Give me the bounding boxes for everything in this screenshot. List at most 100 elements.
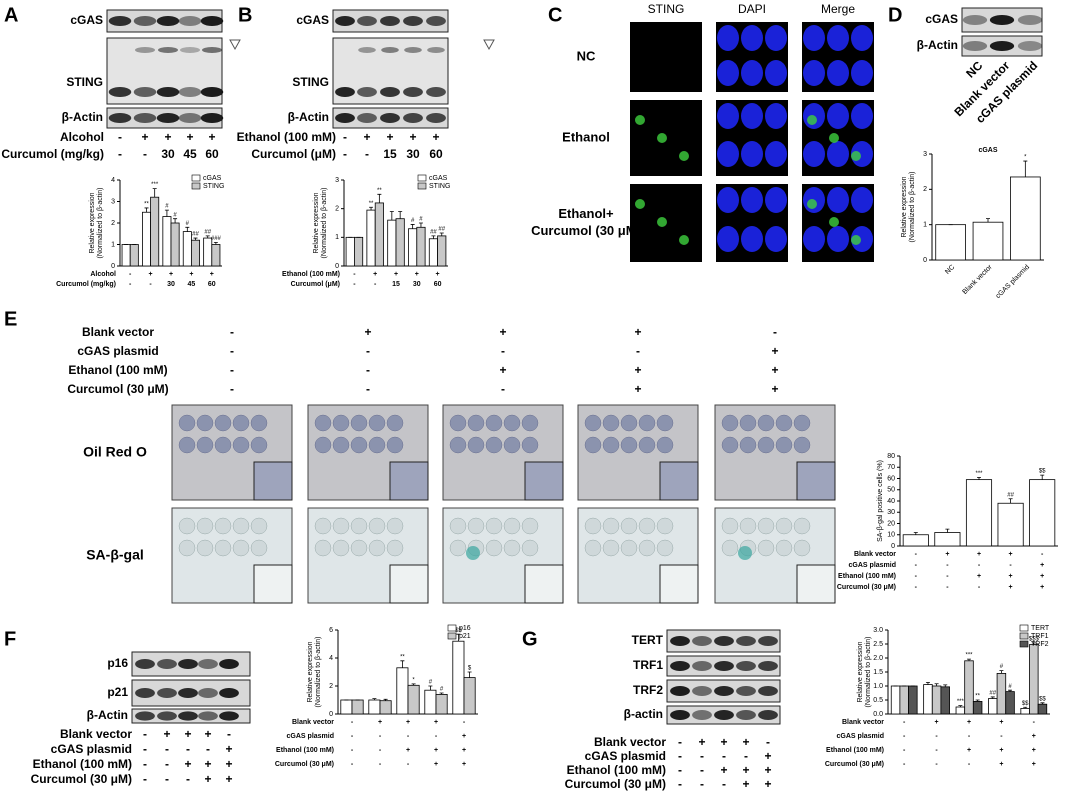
condition-value: -	[230, 363, 234, 377]
condition-value: +	[771, 344, 778, 358]
triangle-marker	[483, 39, 495, 51]
blot-band	[156, 87, 180, 97]
cell	[775, 414, 793, 432]
significance-mark: $$	[1039, 469, 1046, 475]
cell	[196, 436, 214, 454]
condition-value: -	[351, 733, 354, 740]
condition-value: +	[406, 719, 410, 726]
nucleus	[803, 25, 825, 51]
blot-band	[135, 711, 155, 721]
blot-band	[692, 710, 712, 720]
cell	[467, 414, 485, 432]
legend-swatch	[1019, 624, 1029, 632]
sting-spot	[829, 217, 839, 227]
nucleus	[765, 187, 787, 213]
condition-value: -	[343, 130, 347, 144]
cell	[584, 436, 602, 454]
blot-band	[108, 113, 132, 123]
nucleus	[803, 141, 825, 167]
condition-value: 30	[406, 147, 420, 161]
cell	[232, 436, 250, 454]
cell	[250, 436, 268, 454]
condition-value: -	[700, 763, 704, 777]
y-tick-label: 20	[887, 520, 895, 527]
cell	[656, 414, 674, 432]
condition-label: Ethanol (100 mM)	[838, 573, 896, 580]
condition-value: 30	[413, 281, 421, 288]
cell	[793, 414, 811, 432]
error-bar	[439, 232, 444, 236]
sting-spot	[635, 115, 645, 125]
cell	[620, 539, 638, 557]
condition-value: +	[462, 747, 466, 754]
cell	[314, 517, 332, 535]
error-bar	[943, 684, 948, 687]
error-bar	[193, 237, 198, 241]
y-tick-label: 80	[887, 453, 895, 460]
error-bar	[1023, 706, 1028, 709]
condition-label: Curcumol (30 μM)	[275, 761, 334, 768]
condition-value: -	[935, 761, 938, 768]
significance-mark: #	[1008, 684, 1012, 690]
condition-label: cGAS plasmid	[849, 562, 896, 569]
condition-label: cGAS plasmid	[51, 742, 132, 756]
cell	[368, 539, 386, 557]
blot-label: p16	[107, 656, 128, 670]
cell	[620, 517, 638, 535]
condition-value: -	[143, 147, 147, 161]
error-bar	[410, 224, 415, 229]
bar	[1037, 703, 1048, 715]
condition-value: 15	[392, 281, 400, 288]
blot-band	[1017, 41, 1043, 51]
condition-label: cGAS plasmid	[77, 344, 158, 358]
condition-value: -	[766, 735, 770, 749]
condition-value: -	[186, 742, 190, 756]
nucleus	[717, 103, 739, 129]
error-bar	[990, 696, 995, 699]
nucleus	[741, 226, 763, 252]
bar	[890, 685, 901, 715]
column-header: STING	[648, 2, 685, 16]
cell	[757, 517, 775, 535]
cell	[368, 414, 386, 432]
bar	[345, 236, 355, 267]
cell	[638, 539, 656, 557]
bar	[908, 685, 918, 715]
condition-label: Blank vector	[60, 727, 132, 741]
condition-value: 45	[188, 281, 196, 288]
error-bar	[975, 699, 980, 702]
condition-value: +	[208, 130, 215, 144]
condition-value: -	[165, 742, 169, 756]
significance-mark: #	[165, 204, 169, 210]
condition-value: +	[742, 763, 749, 777]
condition-value: -	[1033, 719, 1036, 726]
blot-label: cGAS	[70, 13, 103, 27]
nucleus	[765, 103, 787, 129]
condition-value: +	[999, 719, 1003, 726]
cell	[178, 539, 196, 557]
x-tick-label: cGAS plasmid	[995, 264, 1031, 300]
error-bar	[1040, 702, 1045, 705]
y-tick-label: 2.5	[873, 641, 883, 648]
blot-band	[403, 16, 423, 26]
condition-value: +	[164, 130, 171, 144]
bar	[437, 235, 447, 267]
significance-mark: **	[369, 201, 374, 207]
significance-mark: ##	[204, 229, 211, 235]
blot-band	[426, 113, 446, 123]
y-tick-label: 3	[111, 198, 115, 205]
condition-value: +	[225, 772, 232, 786]
blot-band	[335, 87, 355, 97]
bar	[435, 694, 448, 715]
x-tick-label: NC	[944, 264, 956, 276]
condition-value: +	[462, 761, 466, 768]
y-tick-label: 2	[329, 683, 333, 690]
bar	[452, 640, 465, 715]
sting-spot	[657, 217, 667, 227]
condition-value: -	[165, 772, 169, 786]
y-tick-label: 2.0	[873, 655, 883, 662]
condition-value: -	[903, 733, 906, 740]
cell	[721, 517, 739, 535]
bar	[988, 698, 998, 715]
